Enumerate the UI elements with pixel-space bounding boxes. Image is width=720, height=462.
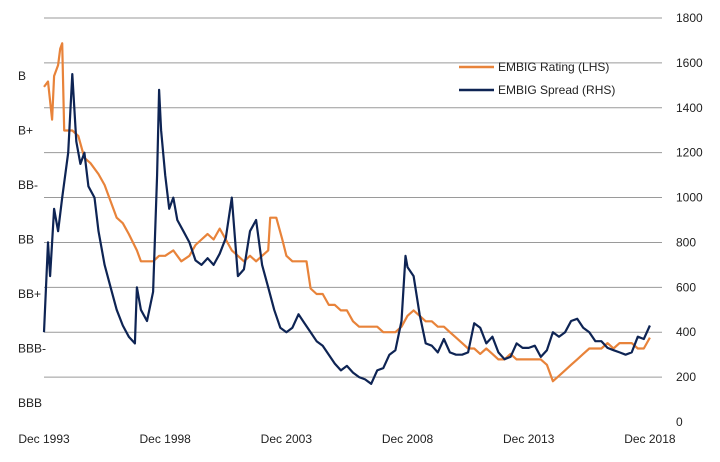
right-tick-label: 200 bbox=[676, 370, 696, 384]
right-tick-label: 1000 bbox=[676, 191, 703, 205]
x-axis: Dec 1993 Dec 1998 Dec 2003 Dec 2008 Dec 2013… bbox=[18, 432, 676, 446]
legend-label: EMBIG Spread (RHS) bbox=[498, 83, 615, 97]
series-layer bbox=[42, 42, 651, 385]
grid bbox=[44, 17, 662, 378]
legend: EMBIG Rating (LHS) EMBIG Spread (RHS) bbox=[459, 60, 615, 97]
x-tick-label: Dec 1998 bbox=[139, 432, 191, 446]
right-axis: 0 200 400 600 800 1000 1200 1400 1600 1800 bbox=[676, 11, 703, 429]
x-tick-label: Dec 2013 bbox=[503, 432, 555, 446]
rating-series-line bbox=[43, 42, 651, 383]
left-tick-label: BB+ bbox=[18, 287, 41, 301]
right-tick-label: 1800 bbox=[676, 11, 703, 25]
left-tick-label: BB bbox=[18, 233, 34, 247]
right-tick-label: 400 bbox=[676, 325, 696, 339]
left-tick-label: BB- bbox=[18, 178, 38, 192]
x-tick-label: Dec 2018 bbox=[624, 432, 676, 446]
left-tick-label: B bbox=[18, 69, 26, 83]
left-tick-label: BBB- bbox=[18, 342, 46, 356]
right-tick-label: 800 bbox=[676, 235, 696, 249]
x-tick-label: Dec 2008 bbox=[382, 432, 434, 446]
right-tick-label: 1400 bbox=[676, 101, 703, 115]
spread-series-line bbox=[42, 73, 651, 385]
left-tick-label: BBB bbox=[18, 396, 42, 410]
x-tick-label: Dec 2003 bbox=[261, 432, 313, 446]
right-tick-label: 600 bbox=[676, 280, 696, 294]
right-tick-label: 1600 bbox=[676, 56, 703, 70]
left-tick-label: B+ bbox=[18, 124, 33, 138]
legend-label: EMBIG Rating (LHS) bbox=[498, 60, 609, 74]
right-tick-label: 1200 bbox=[676, 146, 703, 160]
x-tick-label: Dec 1993 bbox=[18, 432, 70, 446]
right-tick-label: 0 bbox=[676, 415, 683, 429]
